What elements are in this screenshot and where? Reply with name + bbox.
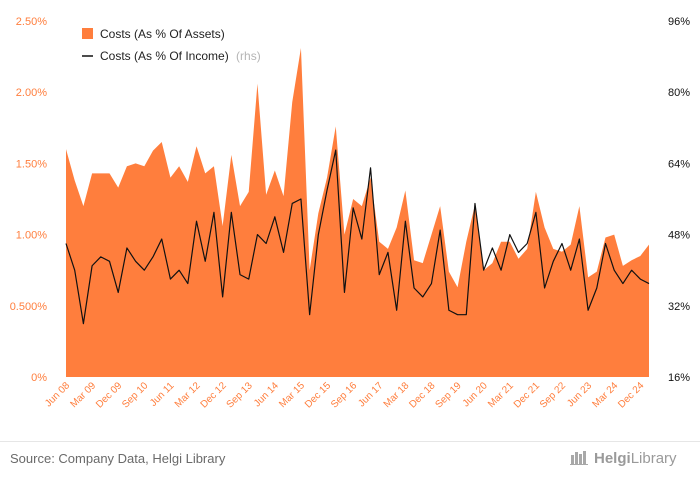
x-tick-label: Dec 09: [94, 380, 124, 410]
x-tick-label: Mar 12: [173, 380, 203, 410]
x-tick-label: Jun 14: [252, 380, 281, 409]
x-tick-label: Jun 23: [565, 380, 594, 409]
costs-assets-area: [66, 48, 649, 378]
brand-name-part2: Library: [630, 449, 677, 467]
x-tick-label: Sep 19: [433, 380, 463, 410]
svg-text:Costs (As % Of Income) (: Costs (As % Of Income) (rhs): [100, 49, 261, 63]
x-tick-label: Jun 08: [43, 380, 72, 409]
right-axis: 16% 32% 48% 64% 80% 96%: [668, 16, 690, 384]
left-tick-label: 0.500%: [10, 301, 48, 313]
right-tick-label: 32%: [668, 301, 690, 313]
library-icon: [570, 449, 590, 469]
left-tick-label: 1.50%: [16, 158, 47, 170]
x-tick-label: Sep 22: [538, 380, 568, 410]
legend-label-rhs: (rhs): [236, 49, 261, 63]
costs-income-line-layer: [65, 149, 650, 325]
right-tick-label: 96%: [668, 16, 690, 28]
left-tick-label: 1.00%: [16, 230, 47, 242]
x-tick-label: Sep 10: [120, 380, 150, 410]
footer-divider: [0, 441, 700, 442]
x-tick-label: Dec 15: [303, 380, 333, 410]
x-tick-label: Dec 18: [407, 380, 437, 410]
legend-label-income: Costs (As % Of Income): [100, 49, 229, 63]
legend: Costs (As % Of Assets) Costs (As % Of In…: [82, 27, 261, 63]
legend-swatch-assets: [82, 28, 93, 39]
x-tick-label: Jun 11: [148, 380, 177, 409]
x-tick-label: Dec 21: [512, 380, 542, 410]
x-tick-label: Jun 20: [461, 380, 490, 409]
brand-name-part1: Helgi: [594, 449, 631, 467]
source-note: Source: Company Data, Helgi Library: [10, 451, 226, 466]
x-tick-label: Mar 18: [382, 380, 412, 410]
right-tick-label: 64%: [668, 158, 690, 170]
x-tick-label: Jun 17: [356, 380, 385, 409]
left-tick-label: 2.00%: [16, 87, 47, 99]
x-tick-label: Sep 16: [329, 380, 359, 410]
x-tick-label: Mar 15: [277, 380, 307, 410]
chart-canvas: 0% 0.500% 1.00% 1.50% 2.00% 2.50% 16% 32% 48% 64…: [10, 16, 691, 411]
left-tick-label: 2.50%: [16, 16, 47, 28]
x-tick-label: Mar 21: [486, 380, 516, 410]
right-tick-label: 16%: [668, 372, 690, 384]
left-tick-label: 0%: [31, 372, 47, 384]
costs-assets-area-layer: [66, 48, 649, 378]
x-tick-label: Sep 13: [225, 380, 255, 410]
costs-income-line: [65, 149, 650, 325]
left-axis: 0% 0.500% 1.00% 1.50% 2.00% 2.50%: [10, 16, 48, 384]
right-tick-label: 80%: [668, 87, 690, 99]
x-tick-label: Dec 12: [199, 380, 229, 410]
x-tick-label: Mar 24: [591, 380, 621, 410]
legend-label-assets: Costs (As % Of Assets): [100, 27, 225, 41]
right-tick-label: 48%: [668, 230, 690, 242]
brand-logo: HelgiLibrary: [570, 449, 677, 469]
x-tick-label: Dec 24: [616, 380, 646, 410]
x-tick-label: Mar 09: [68, 380, 98, 410]
